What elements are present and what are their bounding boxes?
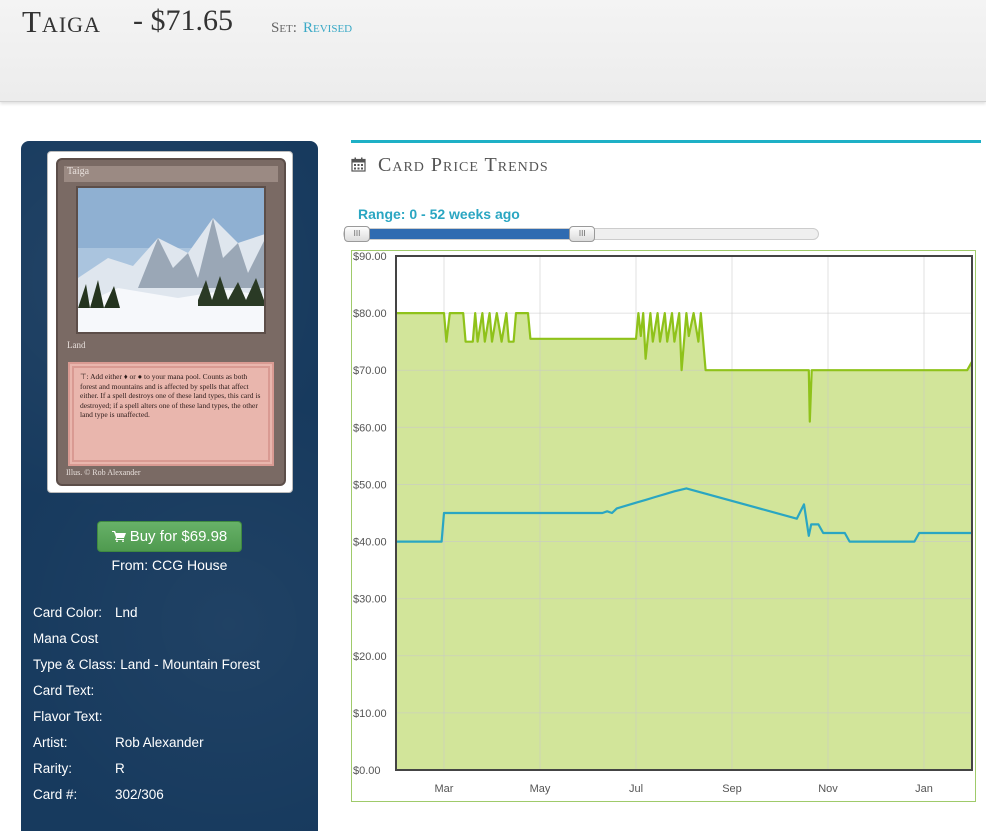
buy-button[interactable]: Buy for $69.98: [97, 521, 242, 552]
detail-flavor-text: Flavor Text:: [33, 709, 115, 724]
seller-label: From: CCG House: [111, 557, 228, 573]
detail-key: Mana Cost: [33, 631, 99, 646]
x-tick-label: Mar: [435, 783, 454, 795]
y-tick-label: $10.00: [353, 708, 387, 720]
calendar-icon: [351, 157, 366, 172]
detail-key: Type & Class:: [33, 657, 117, 672]
detail-key: Card Color:: [33, 605, 103, 620]
range-slider[interactable]: III III: [343, 226, 819, 242]
detail-value: Rob Alexander: [115, 735, 204, 750]
detail-key: Card #:: [33, 787, 78, 802]
range-end-handle[interactable]: III: [569, 226, 596, 242]
detail-value: 302/306: [115, 787, 164, 802]
y-tick-label: $30.00: [353, 594, 387, 606]
detail-value: R: [115, 761, 125, 776]
detail-type-class: Type & Class: Land - Mountain Forest: [33, 657, 260, 672]
card-image: Taiga Land ⊤: Add either ♦ or ● to your …: [47, 151, 293, 493]
range-slider-fill: [344, 229, 583, 239]
set-label: Set:: [271, 20, 297, 36]
detail-value: Land - Mountain Forest: [120, 657, 260, 672]
y-tick-label: $90.00: [353, 251, 387, 263]
series-line-1: [396, 487, 972, 543]
card-face: Taiga Land ⊤: Add either ♦ or ● to your …: [56, 158, 286, 486]
card-sidebar: Taiga Land ⊤: Add either ♦ or ● to your …: [21, 141, 318, 831]
section-title: Card Price Trends: [378, 154, 549, 176]
shopping-cart-icon: [111, 531, 126, 542]
card-image-name: Taiga: [64, 166, 278, 182]
plot-frame: [395, 255, 973, 771]
set-link[interactable]: Revised: [303, 20, 353, 36]
section-rule: [351, 140, 981, 143]
card-image-illustrator: Illus. © Rob Alexander: [66, 468, 141, 477]
detail-mana-cost: Mana Cost: [33, 631, 115, 646]
y-tick-label: $70.00: [353, 365, 387, 377]
detail-card-color: Card Color: Lnd: [33, 605, 138, 620]
detail-artist: Artist: Rob Alexander: [33, 735, 204, 750]
x-tick-label: Jul: [629, 783, 643, 795]
y-tick-label: $60.00: [353, 422, 387, 434]
x-tick-label: May: [530, 783, 551, 795]
detail-card-text: Card Text:: [33, 683, 115, 698]
detail-rarity: Rarity: R: [33, 761, 125, 776]
card-art: [76, 186, 266, 334]
card-image-rules: ⊤: Add either ♦ or ● to your mana pool. …: [68, 362, 274, 466]
x-tick-label: Jan: [915, 783, 933, 795]
y-tick-label: $50.00: [353, 479, 387, 491]
y-tick-label: $20.00: [353, 651, 387, 663]
page-header: Taiga - $71.65 Set: Revised: [0, 0, 986, 102]
range-label: Range: 0 - 52 weeks ago: [358, 206, 520, 222]
x-tick-label: Nov: [818, 783, 838, 795]
detail-key: Card Text:: [33, 683, 95, 698]
card-title: Taiga: [22, 4, 101, 39]
buy-button-label: Buy for $69.98: [129, 528, 228, 545]
y-tick-label: $40.00: [353, 537, 387, 549]
detail-key: Artist:: [33, 735, 68, 750]
card-price: - $71.65: [133, 4, 233, 37]
series-line-0: [396, 312, 973, 423]
detail-key: Flavor Text:: [33, 709, 103, 724]
card-image-type: Land: [67, 340, 86, 350]
y-tick-label: $0.00: [353, 765, 381, 777]
detail-value: Lnd: [115, 605, 138, 620]
y-tick-label: $80.00: [353, 308, 387, 320]
price-chart: $90.00 $80.00 $70.00 $60.00 $50.00 $40.00 $30.…: [351, 250, 976, 802]
detail-card-number: Card #: 302/306: [33, 787, 164, 802]
detail-key: Rarity:: [33, 761, 73, 776]
x-tick-label: Sep: [722, 783, 742, 795]
range-start-handle[interactable]: III: [344, 226, 370, 242]
